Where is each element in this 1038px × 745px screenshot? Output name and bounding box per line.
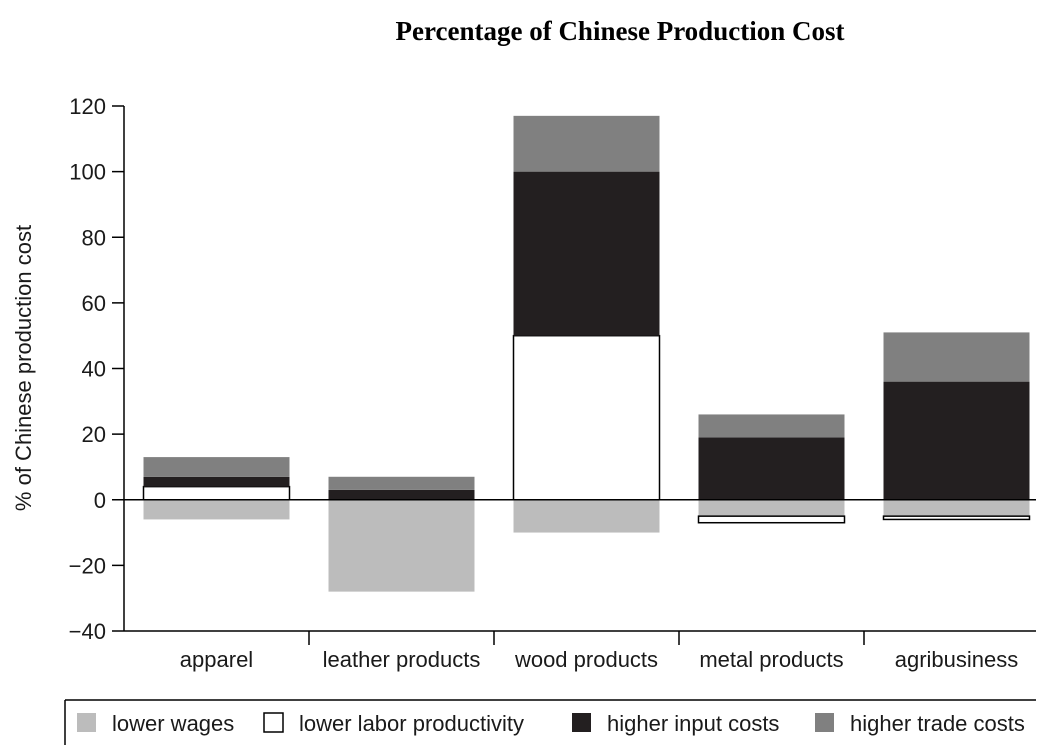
bar-metal-products-higher-input-costs (698, 437, 845, 500)
legend: lower wages lower labor productivity highe… (64, 699, 1036, 745)
bar-leather-products-higher-input-costs (328, 489, 475, 500)
y-tick-label: 80 (82, 225, 106, 250)
legend-label-higher-input-costs: higher input costs (607, 711, 779, 736)
bar-wood-products-lower-labor-productivity (512, 334, 661, 501)
x-tick-label-wood-products: wood products (514, 647, 658, 672)
bar-apparel-lower-labor-productivity (142, 485, 291, 501)
legend-label-higher-trade-costs: higher trade costs (850, 711, 1025, 736)
bar-apparel-higher-input-costs (143, 476, 290, 487)
x-tick-label-leather-products: leather products (323, 647, 481, 672)
bar-leather-products-higher-trade-costs (328, 476, 475, 490)
bar-agribusiness-lower-labor-productivity (882, 515, 1031, 521)
bar-leather-products-lower-wages (328, 499, 475, 592)
y-tick-label: 100 (69, 160, 106, 185)
legend-swatch-lower-wages (77, 713, 96, 732)
bar-agribusiness-lower-wages (883, 499, 1030, 517)
x-axis: apparel leather products wood products meta… (124, 499, 1036, 672)
bar-wood-products-lower-wages (513, 499, 660, 533)
x-tick-label-metal-products: metal products (699, 647, 843, 672)
bar-agribusiness-higher-trade-costs (883, 332, 1030, 382)
y-axis-title: % of Chinese production cost (11, 225, 36, 511)
bars (142, 115, 1031, 592)
bar-metal-products-higher-trade-costs (698, 414, 845, 438)
bar-wood-products-higher-input-costs (513, 171, 660, 336)
y-tick-label: 20 (82, 422, 106, 447)
y-tick-label: −20 (69, 553, 106, 578)
legend-swatch-higher-input-costs (572, 713, 591, 732)
bar-metal-products-lower-wages (698, 499, 845, 517)
bar-apparel-higher-trade-costs (143, 457, 290, 477)
x-tick-label-agribusiness: agribusiness (895, 647, 1019, 672)
bar-agribusiness-higher-input-costs (883, 381, 1030, 500)
bar-metal-products-lower-labor-productivity (697, 515, 846, 524)
y-tick-label: 40 (82, 357, 106, 382)
legend-swatch-lower-labor-productivity (263, 712, 284, 733)
y-axis: 120 100 80 60 40 20 0 −20 −40 (69, 94, 125, 644)
x-tick-label-apparel: apparel (180, 647, 253, 672)
y-tick-label: 120 (69, 94, 106, 119)
chart-title: Percentage of Chinese Production Cost (396, 16, 845, 46)
legend-swatch-higher-trade-costs (815, 713, 834, 732)
bar-wood-products-higher-trade-costs (513, 115, 660, 172)
y-tick-label: −40 (69, 619, 106, 644)
legend-label-lower-wages: lower wages (112, 711, 234, 736)
y-tick-label: 0 (94, 488, 106, 513)
legend-label-lower-labor-productivity: lower labor productivity (299, 711, 524, 736)
bar-apparel-lower-wages (143, 499, 290, 520)
y-tick-label: 60 (82, 291, 106, 316)
